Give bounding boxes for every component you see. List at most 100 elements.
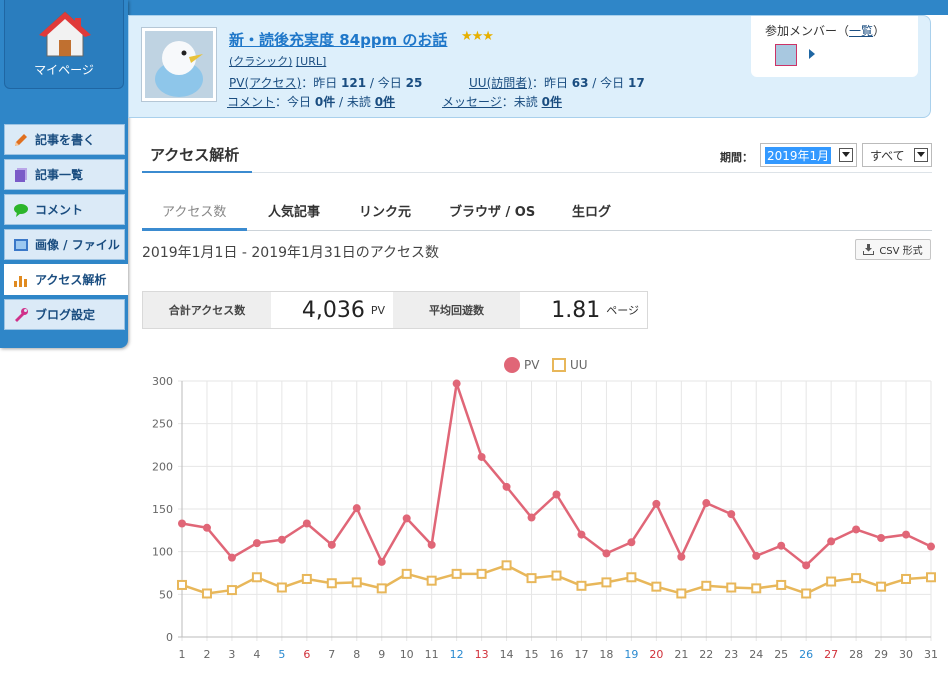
uu-link[interactable]: UU(訪問者)	[469, 76, 532, 90]
avg-pages-number: 1.81	[551, 297, 601, 323]
data-point-uu	[576, 580, 587, 591]
x-tick-label: 16	[550, 648, 564, 661]
document-list-icon	[15, 167, 27, 182]
data-point-uu	[701, 580, 712, 591]
data-point-pv	[552, 490, 561, 499]
period-select[interactable]: 2019年1月	[760, 143, 857, 167]
data-point-pv	[302, 519, 311, 528]
x-tick-label: 12	[450, 648, 464, 661]
image-file-icon	[14, 238, 28, 251]
member-avatar[interactable]	[775, 44, 797, 66]
data-point-pv	[877, 534, 886, 543]
data-point-uu	[751, 583, 762, 594]
data-point-pv	[227, 553, 236, 562]
x-tick-label: 22	[699, 648, 713, 661]
pv-yesterday: 121	[341, 76, 367, 90]
url-link[interactable]: [URL]	[295, 55, 327, 68]
sidebar-item-write-article[interactable]: 記事を書く	[4, 124, 125, 155]
x-tick-label: 24	[749, 648, 763, 661]
data-point-uu	[676, 588, 687, 599]
speech-bubble-icon	[14, 203, 28, 217]
classic-link[interactable]: (クラシック)	[229, 55, 293, 68]
range-select-value: すべて	[870, 148, 905, 163]
title-accent	[142, 171, 252, 173]
data-point-pv	[377, 557, 386, 566]
period-select-value: 2019年1月	[765, 146, 832, 164]
data-point-pv	[827, 537, 836, 546]
data-point-uu	[276, 582, 287, 593]
page-title: アクセス解析	[150, 146, 240, 164]
comment-unread[interactable]: 0件	[374, 95, 396, 109]
data-point-pv	[352, 504, 361, 513]
data-point-pv	[777, 541, 786, 550]
sidebar-item-label: 画像 / ファイル	[35, 238, 120, 252]
pv-link[interactable]: PV(アクセス)	[229, 76, 302, 90]
blog-title-link[interactable]: 新・読後充実度 84ppm のお話	[229, 31, 448, 49]
mypage-label: マイページ	[34, 63, 94, 77]
tab-access-count[interactable]: アクセス数	[162, 205, 227, 220]
data-point-pv	[327, 540, 336, 549]
message-unread[interactable]: 0件	[541, 95, 562, 109]
summary-box: 合計アクセス数 4,036 PV 平均回遊数 1.81 ページ	[142, 291, 648, 329]
message-stats: メッセージ：未読 0件	[442, 95, 562, 109]
x-tick-label: 13	[475, 648, 489, 661]
period-label: 期間：	[720, 151, 753, 164]
sidebar-item-article-list[interactable]: 記事一覧	[4, 159, 125, 190]
bird-avatar-image	[145, 31, 213, 98]
members-title: 参加メンバー（一覧）	[765, 24, 886, 38]
members-next-arrow-icon[interactable]	[809, 49, 815, 59]
tab-browser-os[interactable]: ブラウザ / OS	[449, 205, 536, 220]
total-access-value: 4,036 PV	[271, 292, 385, 328]
sidebar-item-images-files[interactable]: 画像 / ファイル	[4, 229, 125, 260]
range-select[interactable]: すべて	[862, 143, 932, 167]
x-tick-label: 8	[353, 648, 360, 661]
sidebar-item-blog-settings[interactable]: ブログ設定	[4, 299, 125, 330]
data-point-pv	[727, 510, 736, 519]
x-tick-label: 7	[328, 648, 335, 661]
data-point-pv	[602, 549, 611, 558]
sidebar-item-access-analysis[interactable]: アクセス解析	[4, 264, 128, 295]
data-point-uu	[526, 573, 537, 584]
data-point-pv	[852, 525, 861, 534]
x-tick-label: 3	[228, 648, 235, 661]
total-access-label: 合計アクセス数	[143, 292, 271, 328]
mypage-button[interactable]: マイページ	[4, 0, 124, 89]
members-panel: 参加メンバー（一覧）	[751, 16, 918, 77]
sidebar-item-label: コメント	[35, 203, 84, 217]
x-tick-label: 2	[203, 648, 210, 661]
data-point-pv	[627, 538, 636, 547]
csv-export-button[interactable]: CSV 形式	[855, 239, 931, 260]
data-point-uu	[426, 575, 437, 586]
y-tick-label: 50	[159, 588, 173, 601]
y-tick-label: 300	[152, 375, 173, 388]
data-point-uu	[901, 573, 912, 584]
data-point-pv	[652, 499, 661, 508]
sidebar-item-comments[interactable]: コメント	[4, 194, 125, 225]
bar-chart-icon	[14, 275, 27, 287]
x-tick-label: 6	[303, 648, 310, 661]
total-access-unit: PV	[370, 303, 385, 317]
x-tick-label: 29	[874, 648, 888, 661]
comment-link[interactable]: コメント	[227, 95, 276, 109]
members-list-link[interactable]: 一覧	[849, 24, 874, 38]
data-point-pv	[402, 514, 411, 523]
uu-today: 17	[627, 76, 645, 90]
y-tick-label: 150	[152, 503, 173, 516]
data-point-pv	[902, 530, 911, 539]
data-point-pv	[477, 452, 486, 461]
data-point-uu	[826, 576, 837, 587]
tab-raw-log[interactable]: 生ログ	[572, 205, 612, 220]
wrench-icon	[15, 307, 28, 322]
data-point-pv	[277, 535, 286, 544]
blog-thumbnail[interactable]	[141, 27, 217, 102]
date-range-text: 2019年1月1日 - 2019年1月31日のアクセス数	[142, 245, 440, 261]
uu-stats: UU(訪問者)：昨日 63 / 今日 17	[469, 76, 645, 90]
x-tick-label: 17	[574, 648, 588, 661]
sidebar-item-label: ブログ設定	[35, 308, 96, 322]
data-point-uu	[726, 582, 737, 593]
tab-referrers[interactable]: リンク元	[359, 205, 412, 220]
message-link[interactable]: メッセージ	[442, 95, 502, 109]
tab-popular-articles[interactable]: 人気記事	[268, 205, 321, 220]
data-point-pv	[427, 540, 436, 549]
data-point-pv	[677, 552, 686, 561]
